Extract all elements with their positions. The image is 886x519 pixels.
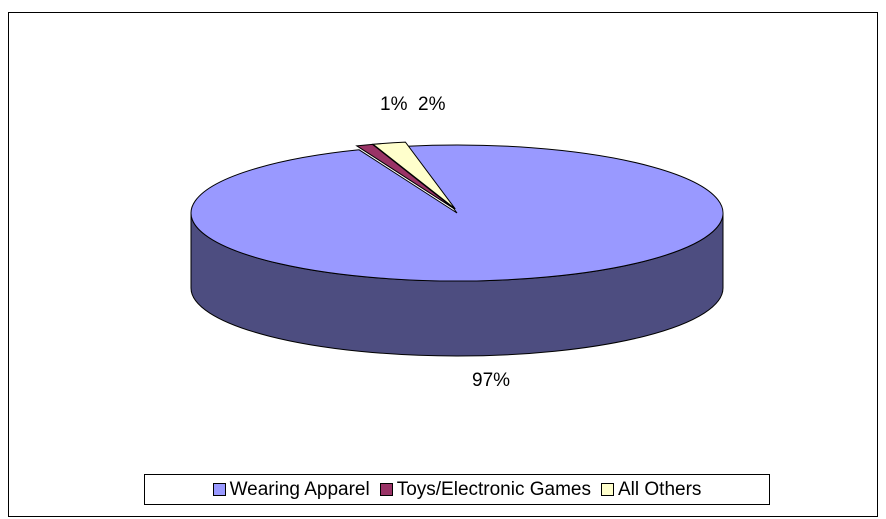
data-label-all-others: 2% — [418, 94, 446, 115]
data-label-toys-electronic-games: 1% — [380, 94, 408, 115]
legend-swatch — [601, 483, 614, 496]
legend-label: Toys/Electronic Games — [396, 478, 591, 500]
legend: Wearing Apparel Toys/Electronic Games Al… — [144, 474, 770, 505]
legend-label: All Others — [618, 478, 702, 500]
legend-swatch — [212, 483, 226, 496]
legend-item-toys-electronic-games: Toys/Electronic Games — [379, 478, 591, 501]
legend-item-all-others: All Others — [601, 479, 701, 501]
legend-label: Wearing Apparel — [229, 478, 370, 500]
pie-slice-wearing-apparel — [190, 144, 724, 282]
legend-item-wearing-apparel: Wearing Apparel — [212, 478, 370, 501]
legend-swatch — [379, 483, 393, 496]
data-label-wearing-apparel: 97% — [472, 370, 511, 391]
pie-slice-all-others — [371, 141, 456, 210]
